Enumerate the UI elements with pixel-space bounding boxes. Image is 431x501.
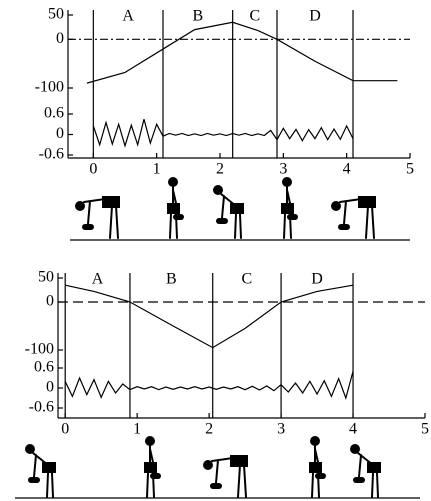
emg-signal xyxy=(64,371,354,400)
figure-pose xyxy=(74,195,121,239)
x-tick-label: 2 xyxy=(216,161,224,178)
x-tick-label: 5 xyxy=(421,421,429,438)
x-tick-label: 0 xyxy=(89,161,97,178)
figure-pose xyxy=(202,454,249,498)
x-tick-label: 4 xyxy=(343,161,351,178)
x-tick-label: 1 xyxy=(153,161,161,178)
x-tick-label: 1 xyxy=(133,421,141,438)
y-tick-label: 50 xyxy=(38,269,54,286)
figure-pose xyxy=(166,176,185,239)
y-tick-label: 0 xyxy=(56,30,64,47)
figure-pose xyxy=(212,184,245,239)
x-tick-label: 2 xyxy=(205,421,213,438)
x-tick-label: 3 xyxy=(279,161,287,178)
emg-y-tick-label: 0 xyxy=(46,379,54,396)
phase-label: A xyxy=(92,271,104,288)
figure-pose xyxy=(280,176,299,239)
figure-pose xyxy=(308,435,327,498)
phase-label: C xyxy=(242,271,253,288)
phase-label: B xyxy=(192,8,203,25)
x-tick-label: 0 xyxy=(61,421,69,438)
emg-y-tick-label: -0.6 xyxy=(29,399,54,416)
phase-label: D xyxy=(309,8,321,25)
angle-curve xyxy=(86,21,398,84)
figure-pose xyxy=(143,435,162,498)
emg-signal xyxy=(92,118,354,148)
x-tick-label: 4 xyxy=(349,421,357,438)
y-tick-label: -100 xyxy=(35,79,64,96)
emg-y-tick-label: -0.6 xyxy=(39,146,64,163)
x-tick-label: 3 xyxy=(277,421,285,438)
figure-pose xyxy=(24,443,57,498)
figure-pose xyxy=(349,443,382,498)
phase-label: B xyxy=(166,271,177,288)
emg-y-tick-label: 0.6 xyxy=(34,359,54,376)
y-tick-label: 50 xyxy=(48,6,64,23)
phase-label: C xyxy=(249,8,260,25)
emg-y-tick-label: 0.6 xyxy=(44,105,64,122)
x-tick-label: 5 xyxy=(406,161,414,178)
emg-y-tick-label: 0 xyxy=(56,125,64,142)
angle-curve xyxy=(65,284,354,349)
illustration-bottom xyxy=(15,435,420,499)
illustration-top xyxy=(70,176,410,241)
phase-label: D xyxy=(311,271,323,288)
figure-pose xyxy=(330,195,377,239)
phase-label: A xyxy=(122,8,134,25)
y-tick-label: 0 xyxy=(46,293,54,310)
y-tick-label: -100 xyxy=(25,341,54,358)
